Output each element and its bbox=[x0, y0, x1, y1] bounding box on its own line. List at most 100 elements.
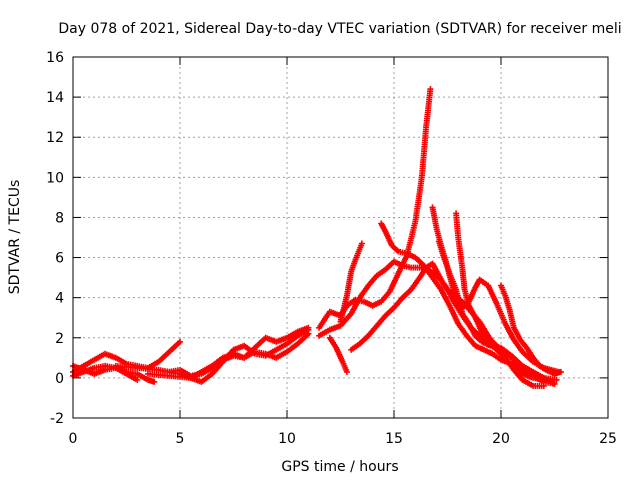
data-point bbox=[542, 377, 545, 379]
data-point bbox=[93, 373, 96, 375]
data-point bbox=[157, 369, 160, 371]
data-point bbox=[296, 330, 299, 333]
data-point bbox=[254, 352, 256, 355]
data-point bbox=[500, 284, 502, 287]
data-point bbox=[350, 312, 353, 315]
data-point bbox=[414, 256, 417, 259]
data-point bbox=[414, 220, 417, 223]
data-point bbox=[457, 322, 460, 325]
data-point bbox=[286, 350, 288, 353]
data-point bbox=[429, 88, 432, 90]
y-tick-label: 10 bbox=[46, 170, 64, 186]
series-track-j bbox=[337, 240, 365, 325]
data-point bbox=[376, 324, 378, 327]
data-point bbox=[380, 300, 383, 303]
x-tick-label: 25 bbox=[599, 431, 617, 447]
data-point bbox=[532, 385, 534, 387]
data-point bbox=[401, 296, 404, 299]
data-point bbox=[474, 334, 477, 337]
data-point bbox=[474, 316, 477, 319]
data-point bbox=[264, 354, 267, 357]
data-point bbox=[442, 254, 445, 257]
data-point bbox=[82, 365, 85, 367]
data-point bbox=[275, 356, 278, 359]
data-point bbox=[350, 348, 353, 351]
data-point bbox=[538, 365, 541, 367]
data-point bbox=[542, 385, 545, 387]
data-point bbox=[435, 228, 438, 231]
data-point bbox=[264, 336, 267, 339]
data-point bbox=[431, 206, 434, 209]
x-axis-label: GPS time / hours bbox=[281, 459, 398, 475]
data-point bbox=[410, 266, 412, 269]
data-point bbox=[542, 381, 545, 383]
data-point bbox=[444, 286, 447, 289]
data-point bbox=[560, 371, 562, 373]
data-point bbox=[168, 375, 171, 377]
data-point bbox=[104, 365, 106, 367]
series-track-o bbox=[453, 210, 558, 387]
data-point bbox=[318, 326, 320, 329]
data-point bbox=[465, 334, 468, 337]
data-point bbox=[393, 260, 395, 263]
data-point bbox=[296, 334, 299, 337]
data-point bbox=[489, 338, 492, 341]
data-point bbox=[376, 274, 378, 277]
y-tick-label: 6 bbox=[55, 251, 64, 267]
data-point bbox=[410, 288, 412, 291]
data-point bbox=[397, 272, 400, 275]
data-point bbox=[487, 284, 490, 287]
data-point bbox=[480, 340, 483, 343]
data-point bbox=[335, 346, 338, 349]
data-point bbox=[361, 242, 363, 245]
plot-frame bbox=[72, 56, 609, 419]
data-point bbox=[189, 375, 192, 377]
data-point bbox=[328, 336, 331, 339]
data-point bbox=[286, 342, 288, 345]
series-track-g bbox=[316, 86, 434, 331]
y-axis-ticks: -2 0 2 4 6 8 10 12 14 16 bbox=[46, 50, 608, 427]
data-point bbox=[405, 252, 408, 255]
data-point bbox=[478, 278, 481, 281]
data-point bbox=[500, 358, 502, 361]
data-point bbox=[380, 222, 383, 225]
data-point bbox=[495, 302, 498, 305]
data-point bbox=[418, 266, 421, 269]
data-point bbox=[232, 348, 235, 351]
data-point bbox=[510, 356, 513, 359]
data-point bbox=[431, 276, 434, 279]
data-point bbox=[532, 356, 534, 359]
data-point bbox=[508, 308, 511, 311]
data-point bbox=[448, 272, 451, 275]
data-point bbox=[367, 284, 370, 287]
data-point bbox=[136, 379, 139, 381]
data-point bbox=[420, 176, 423, 179]
data-point bbox=[489, 344, 492, 347]
data-point bbox=[200, 381, 203, 383]
data-point bbox=[82, 371, 85, 373]
data-point bbox=[438, 240, 440, 243]
data-point bbox=[341, 360, 344, 363]
data-point bbox=[397, 250, 400, 253]
data-point bbox=[358, 342, 361, 345]
data-point bbox=[157, 360, 160, 363]
data-point bbox=[453, 300, 455, 303]
data-point bbox=[328, 328, 331, 331]
data-point bbox=[339, 320, 342, 323]
data-point bbox=[463, 288, 466, 291]
data-point bbox=[553, 373, 556, 375]
data-point bbox=[93, 358, 96, 361]
data-point bbox=[545, 369, 547, 371]
data-point bbox=[275, 340, 278, 343]
data-point bbox=[401, 264, 404, 267]
data-point bbox=[307, 326, 310, 329]
data-point bbox=[147, 379, 149, 381]
data-point bbox=[512, 326, 515, 329]
data-marker-path bbox=[316, 86, 434, 331]
data-point bbox=[474, 286, 477, 289]
data-point bbox=[147, 373, 149, 375]
data-point bbox=[455, 212, 457, 215]
data-point bbox=[521, 350, 524, 353]
data-point bbox=[211, 367, 214, 369]
y-axis-label: SDTVAR / TECUs bbox=[7, 180, 23, 295]
